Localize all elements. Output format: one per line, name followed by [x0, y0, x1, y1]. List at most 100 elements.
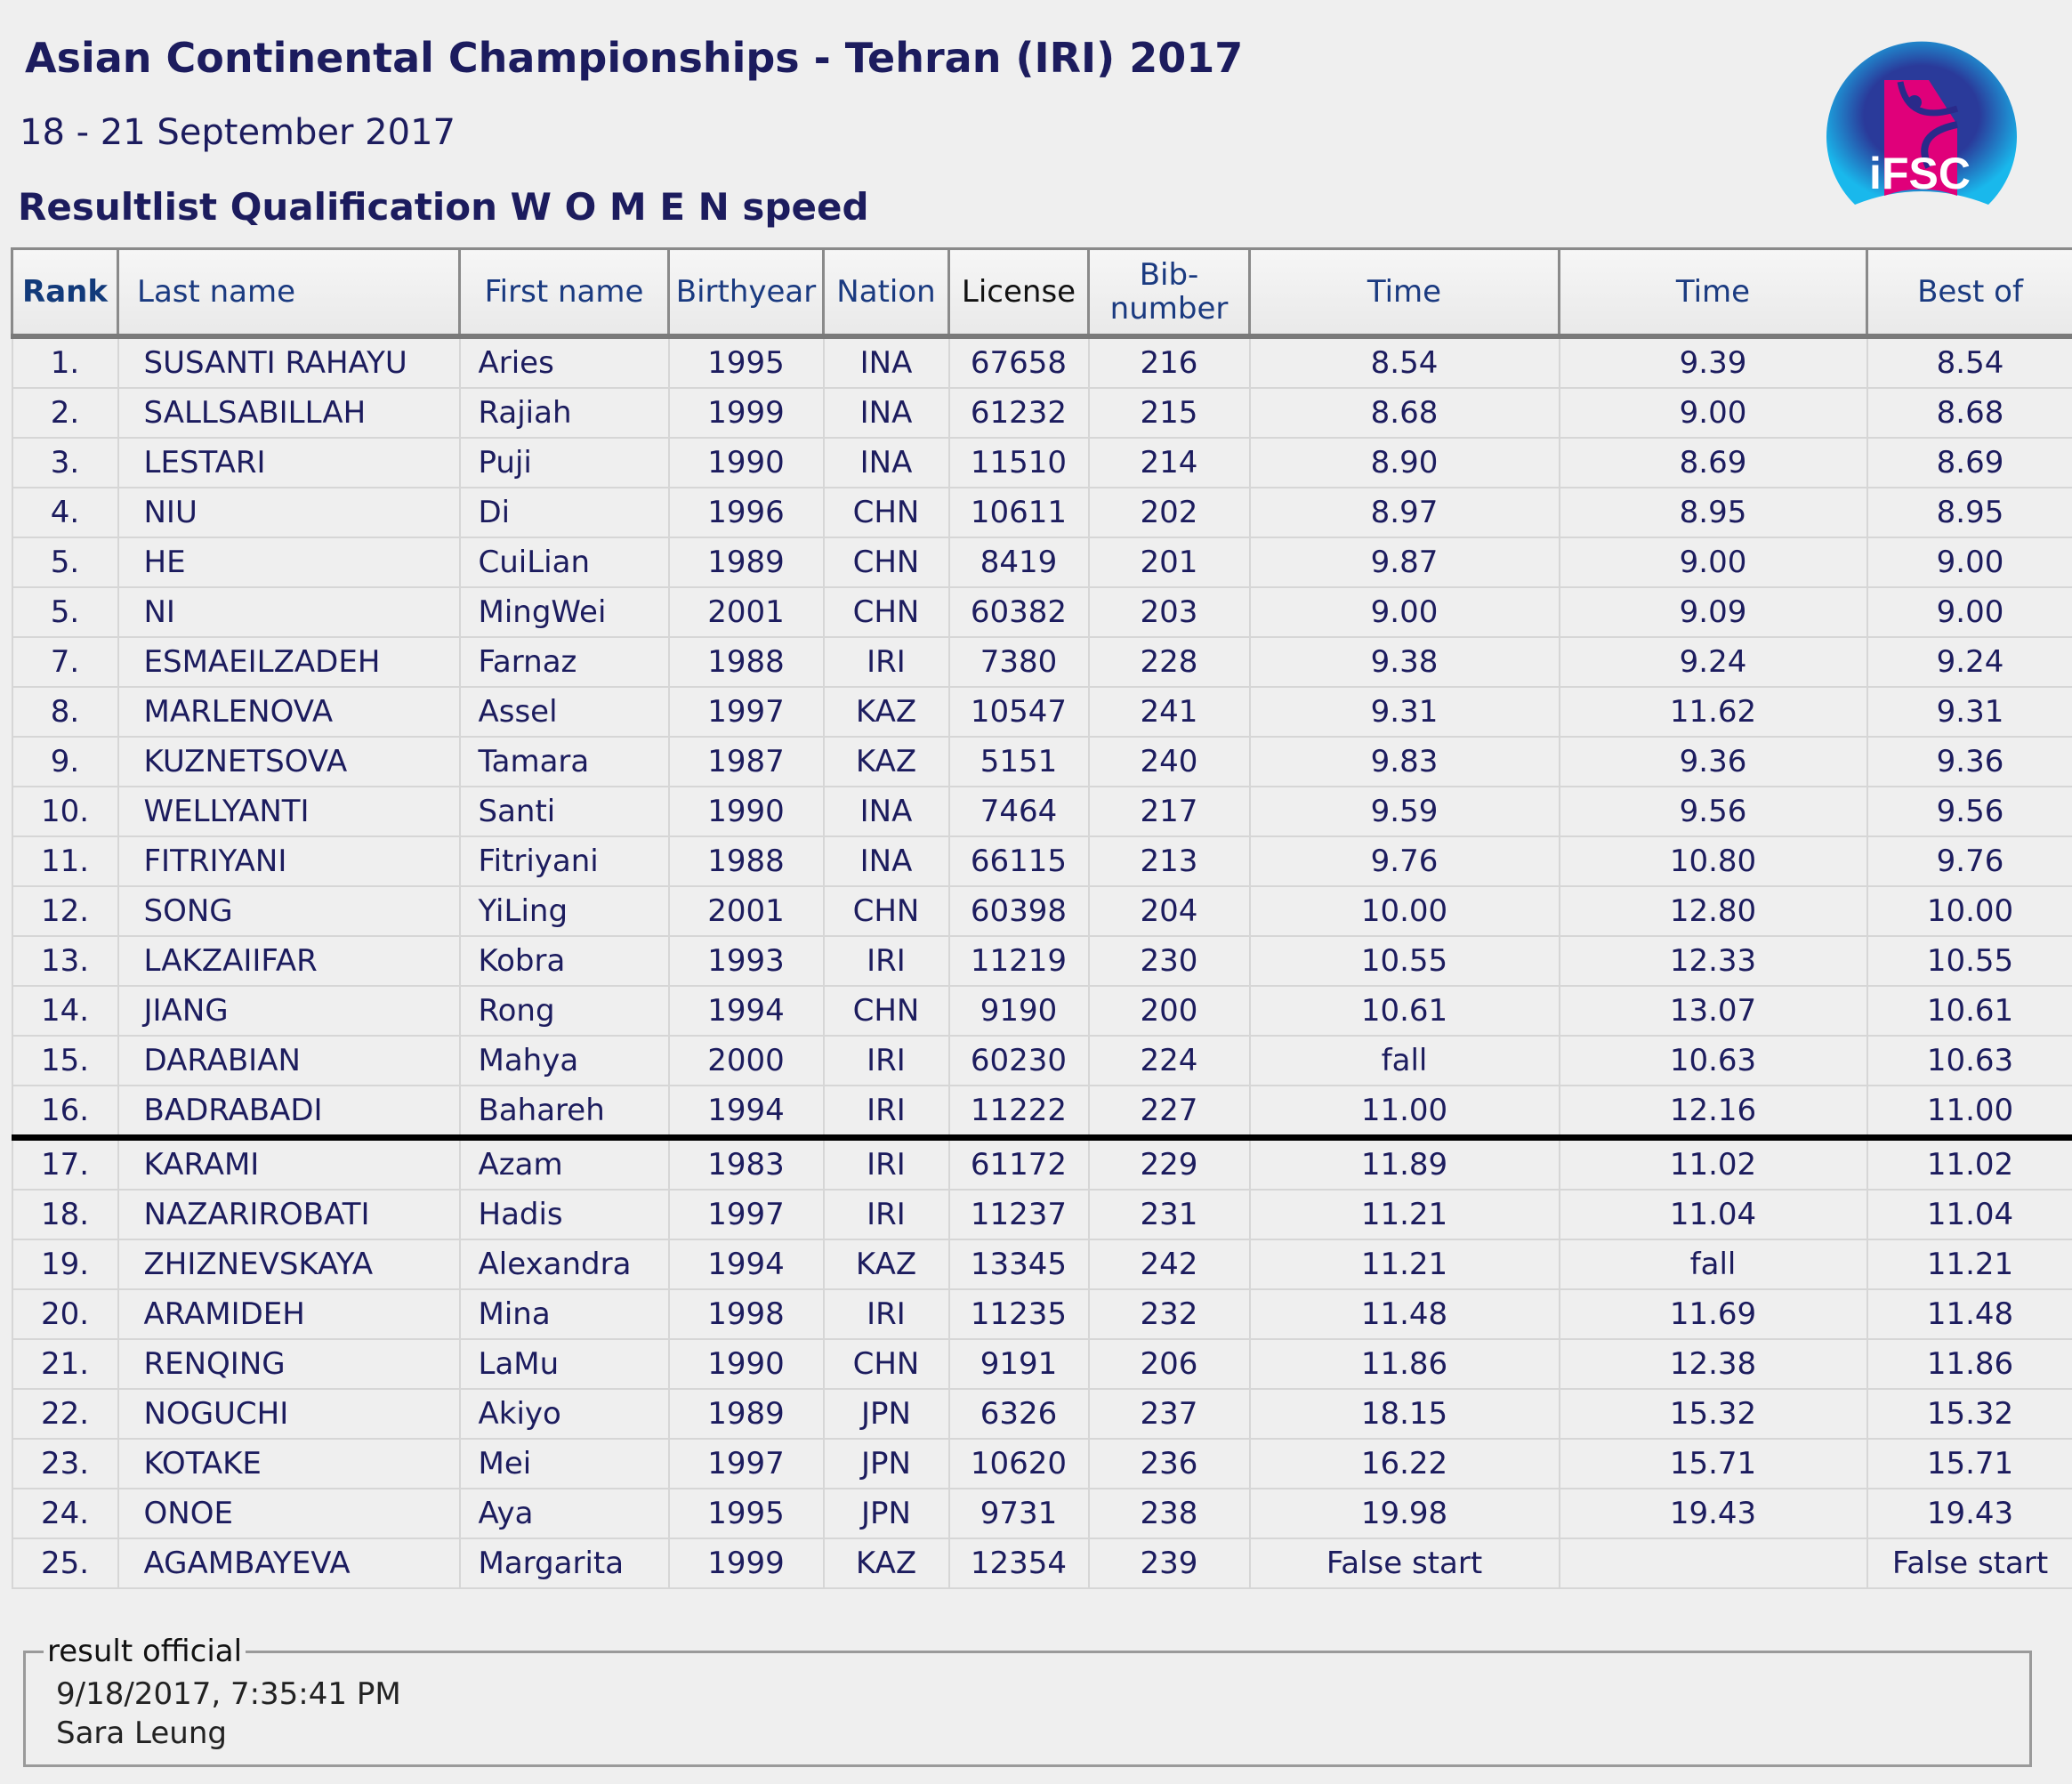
- cell-last-name: ONOE: [117, 1488, 461, 1539]
- cell-bib-number: 239: [1087, 1538, 1251, 1589]
- cell-nation: CHN: [822, 985, 950, 1037]
- table-header-row: Rank Last name First name Birthyear Nati…: [11, 247, 2072, 339]
- col-header-first-name[interactable]: First name: [458, 247, 670, 339]
- cell-time-1: 11.48: [1248, 1288, 1560, 1340]
- official-timestamp: 9/18/2017, 7:35:41 PM: [56, 1676, 401, 1712]
- cell-rank: 2.: [11, 387, 119, 439]
- cell-time-2: 12.33: [1558, 935, 1868, 987]
- table-row: 17. KARAMI Azam 1983 IRI 61172 229 11.89 11.02 11…: [11, 1136, 2072, 1191]
- cell-nation: IRI: [822, 636, 950, 688]
- cell-nation: CHN: [822, 586, 950, 638]
- cell-license: 61172: [947, 1136, 1090, 1191]
- cell-rank: 25.: [11, 1538, 119, 1589]
- col-header-best-of[interactable]: Best of: [1866, 247, 2072, 339]
- cell-nation: INA: [822, 835, 950, 887]
- cell-rank: 1.: [11, 335, 119, 389]
- cell-rank: 5.: [11, 586, 119, 638]
- cell-first-name: MingWei: [458, 586, 670, 638]
- cell-birthyear: 2001: [667, 586, 825, 638]
- cell-last-name: SALLSABILLAH: [117, 387, 461, 439]
- cell-nation: JPN: [822, 1388, 950, 1440]
- cell-time-1: 9.00: [1248, 586, 1560, 638]
- cell-nation: INA: [822, 335, 950, 389]
- cell-best-of: 10.63: [1866, 1035, 2072, 1086]
- cell-nation: IRI: [822, 1288, 950, 1340]
- cell-best-of: 9.31: [1866, 686, 2072, 738]
- cell-time-1: 16.22: [1248, 1438, 1560, 1489]
- cell-last-name: KOTAKE: [117, 1438, 461, 1489]
- cell-best-of: 11.04: [1866, 1189, 2072, 1240]
- cell-last-name: MARLENOVA: [117, 686, 461, 738]
- cell-birthyear: 1993: [667, 935, 825, 987]
- table-row: 9. KUZNETSOVA Tamara 1987 KAZ 5151 240 9.83 9.36…: [11, 736, 2072, 787]
- col-header-birthyear[interactable]: Birthyear: [667, 247, 825, 339]
- cell-time-1: 11.00: [1248, 1085, 1560, 1141]
- col-header-time-2[interactable]: Time: [1558, 247, 1868, 339]
- cell-bib-number: 217: [1087, 786, 1251, 837]
- official-name: Sara Leung: [56, 1715, 227, 1751]
- cell-license: 10620: [947, 1438, 1090, 1489]
- cell-license: 10611: [947, 487, 1090, 538]
- cell-time-2: 11.62: [1558, 686, 1868, 738]
- table-row: 24. ONOE Aya 1995 JPN 9731 238 19.98 19.43 19.43: [11, 1488, 2072, 1539]
- col-header-bib-number[interactable]: Bib-number: [1087, 247, 1251, 339]
- cell-first-name: LaMu: [458, 1338, 670, 1390]
- cell-time-1: 10.55: [1248, 935, 1560, 987]
- cell-time-2: 12.16: [1558, 1085, 1868, 1141]
- cell-first-name: CuiLian: [458, 537, 670, 588]
- cell-first-name: Alexandra: [458, 1239, 670, 1290]
- cell-license: 11222: [947, 1085, 1090, 1141]
- cell-best-of: 19.43: [1866, 1488, 2072, 1539]
- col-header-nation[interactable]: Nation: [822, 247, 950, 339]
- cell-birthyear: 1988: [667, 835, 825, 887]
- cell-bib-number: 229: [1087, 1136, 1251, 1191]
- cell-birthyear: 1989: [667, 537, 825, 588]
- col-header-time-1[interactable]: Time: [1248, 247, 1560, 339]
- cell-bib-number: 232: [1087, 1288, 1251, 1340]
- cell-first-name: Hadis: [458, 1189, 670, 1240]
- cell-first-name: YiLing: [458, 885, 670, 937]
- col-header-last-name[interactable]: Last name: [117, 247, 461, 339]
- cell-first-name: Rong: [458, 985, 670, 1037]
- cell-first-name: Puji: [458, 437, 670, 488]
- result-official-box: result official 9/18/2017, 7:35:41 PM Sa…: [23, 1634, 2032, 1767]
- cell-license: 66115: [947, 835, 1090, 887]
- cell-last-name: DARABIAN: [117, 1035, 461, 1086]
- cell-bib-number: 236: [1087, 1438, 1251, 1489]
- cell-rank: 5.: [11, 537, 119, 588]
- cell-bib-number: 204: [1087, 885, 1251, 937]
- cell-first-name: Mina: [458, 1288, 670, 1340]
- cell-nation: IRI: [822, 1136, 950, 1191]
- cell-last-name: NAZARIROBATI: [117, 1189, 461, 1240]
- event-dates: 18 - 21 September 2017: [20, 112, 456, 153]
- cell-last-name: LAKZAIIFAR: [117, 935, 461, 987]
- svg-text:iFSC: iFSC: [1869, 149, 1971, 198]
- cell-bib-number: 206: [1087, 1338, 1251, 1390]
- cell-time-1: 18.15: [1248, 1388, 1560, 1440]
- cell-license: 9191: [947, 1338, 1090, 1390]
- table-row: 4. NIU Di 1996 CHN 10611 202 8.97 8.95 8.95: [11, 487, 2072, 538]
- cell-time-2: 9.09: [1558, 586, 1868, 638]
- cell-time-1: 9.38: [1248, 636, 1560, 688]
- cell-birthyear: 1983: [667, 1136, 825, 1191]
- col-header-license[interactable]: License: [947, 247, 1090, 339]
- cell-birthyear: 1990: [667, 1338, 825, 1390]
- cell-time-1: 9.31: [1248, 686, 1560, 738]
- cell-time-1: 19.98: [1248, 1488, 1560, 1539]
- cell-best-of: 11.21: [1866, 1239, 2072, 1290]
- cell-license: 6326: [947, 1388, 1090, 1440]
- table-row: 23. KOTAKE Mei 1997 JPN 10620 236 16.22 15.71 15.…: [11, 1438, 2072, 1489]
- col-header-rank[interactable]: Rank: [11, 247, 119, 339]
- ifsc-logo: iFSC: [1826, 41, 2017, 206]
- cell-last-name: LESTARI: [117, 437, 461, 488]
- cell-best-of: 8.54: [1866, 335, 2072, 389]
- cell-birthyear: 1987: [667, 736, 825, 787]
- cell-best-of: 11.02: [1866, 1136, 2072, 1191]
- table-row: 2. SALLSABILLAH Rajiah 1999 INA 61232 215 8.68 9…: [11, 387, 2072, 439]
- table-row: 5. HE CuiLian 1989 CHN 8419 201 9.87 9.00 9.00: [11, 537, 2072, 588]
- cell-time-2: 9.36: [1558, 736, 1868, 787]
- cell-license: 7380: [947, 636, 1090, 688]
- cell-bib-number: 200: [1087, 985, 1251, 1037]
- cell-time-2: 12.38: [1558, 1338, 1868, 1390]
- cell-nation: IRI: [822, 1085, 950, 1141]
